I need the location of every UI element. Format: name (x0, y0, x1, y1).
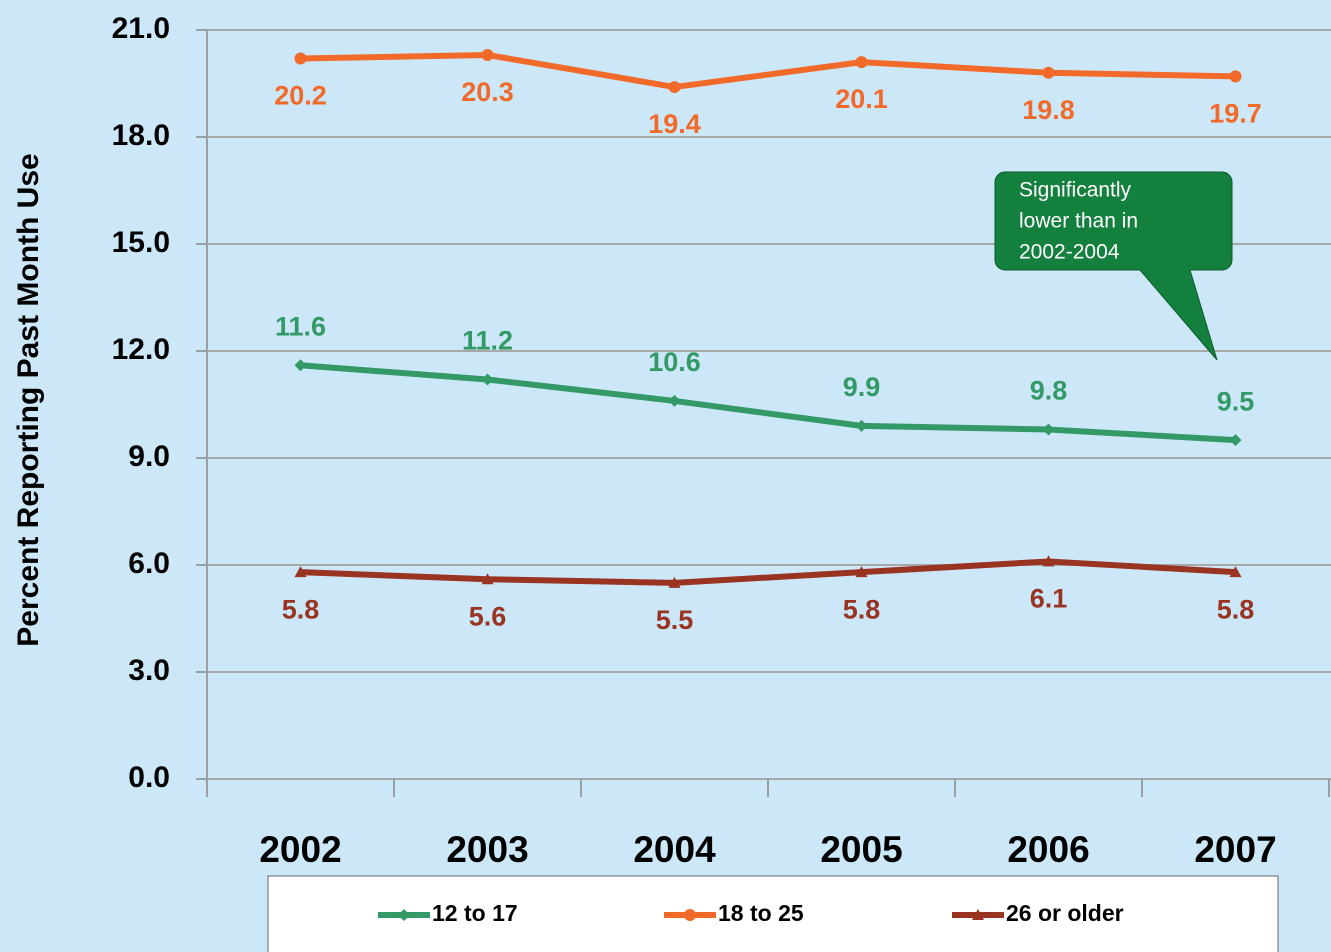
point (1229, 434, 1242, 447)
annotation-text: Significantly (1019, 179, 1132, 202)
legend-marker (398, 909, 410, 921)
data-label: 5.8 (282, 594, 320, 624)
point (1042, 423, 1055, 436)
legend-label: 12 to 17 (432, 900, 518, 926)
y-axis-title: Percent Reporting Past Month Use (12, 153, 45, 646)
x-tick-label: 2002 (259, 829, 341, 870)
data-label: 9.9 (843, 372, 881, 402)
data-label: 5.8 (843, 594, 881, 624)
legend-label: 26 or older (1006, 900, 1124, 926)
data-label: 6.1 (1030, 584, 1068, 614)
y-tick-label: 9.0 (128, 440, 170, 473)
legend-label: 18 to 25 (718, 900, 804, 926)
y-tick-label: 0.0 (128, 761, 170, 794)
y-tick-label: 3.0 (128, 654, 170, 687)
legend-marker (972, 909, 984, 920)
data-label: 10.6 (648, 347, 701, 377)
annotation-text: 2002-2004 (1019, 241, 1120, 264)
plot: 11.6 11.2 10.6 9.9 9.8 9.5 20.2 20.3 19.4 20.1 19.… (196, 29, 1331, 797)
data-label: 19.7 (1209, 98, 1262, 128)
data-label: 11.2 (462, 326, 513, 356)
x-tick-label: 2004 (633, 829, 716, 870)
point (1229, 566, 1242, 578)
data-label: 11.6 (275, 311, 326, 341)
y-tick-label: 18.0 (112, 119, 170, 152)
series-line (300, 558, 1236, 586)
point (1042, 66, 1055, 79)
data-label: 19.4 (648, 109, 701, 139)
point (481, 48, 494, 61)
annotation-text: lower than in (1019, 210, 1138, 233)
point (855, 419, 868, 432)
point (668, 394, 681, 407)
x-tick-label: 2005 (820, 829, 902, 870)
point (1229, 70, 1242, 83)
point (855, 566, 868, 578)
data-label: 20.1 (835, 84, 888, 114)
point (668, 81, 681, 94)
data-label: 9.5 (1217, 386, 1255, 416)
y-tick-label: 15.0 (112, 226, 170, 259)
y-tick-label: 6.0 (128, 547, 170, 580)
point (294, 52, 307, 65)
point (481, 573, 494, 585)
legend-box (267, 875, 1279, 952)
x-tick-label: 2007 (1194, 829, 1276, 870)
series-line (300, 51, 1236, 91)
data-label: 20.3 (461, 77, 514, 107)
series-line (300, 362, 1236, 444)
point (294, 566, 307, 578)
data-label: 19.8 (1022, 95, 1075, 125)
data-label: 5.6 (469, 601, 507, 631)
y-tick-label: 12.0 (112, 333, 170, 366)
x-tick-label: 2003 (446, 829, 528, 870)
data-label: 9.8 (1030, 376, 1068, 406)
data-label: 5.8 (1217, 594, 1255, 624)
x-tick-label: 2006 (1007, 829, 1089, 870)
legend-marker (684, 909, 696, 921)
point (294, 359, 307, 372)
data-label: 5.5 (656, 605, 694, 635)
point (1042, 555, 1055, 567)
data-label: 20.2 (274, 81, 327, 111)
y-tick-label: 21.0 (112, 12, 170, 45)
point (481, 373, 494, 386)
callout (994, 171, 1233, 361)
point (668, 576, 681, 588)
point (855, 56, 868, 69)
